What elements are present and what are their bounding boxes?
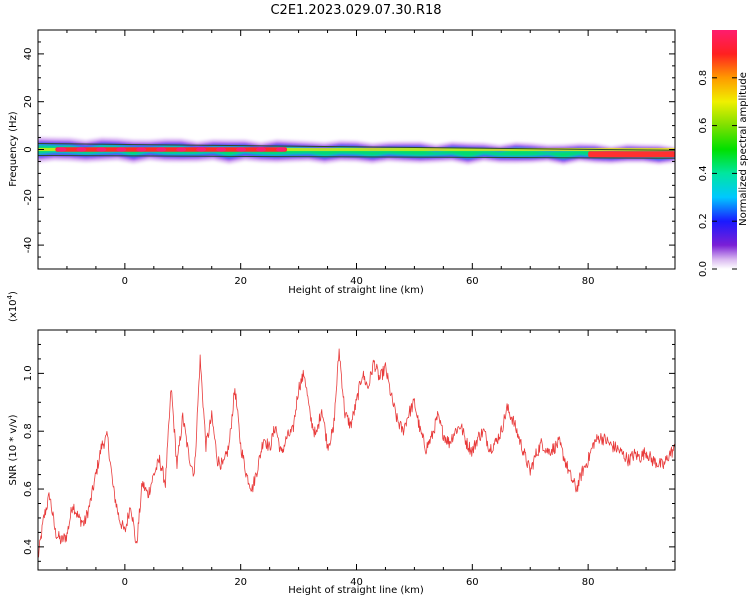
snr-scale-label: (x104) [6, 291, 19, 322]
x-tick-label: 60 [466, 276, 479, 287]
x-tick-label: 40 [350, 577, 363, 588]
y-tick-label: 0.6 [23, 481, 34, 497]
svg-text:(x104): (x104) [6, 291, 19, 322]
heatmap-peak-blob [256, 147, 267, 152]
x-tick-label: 40 [350, 276, 363, 287]
colorbar-ticks: 0.0 0.2 0.4 0.6 0.8 [698, 70, 737, 277]
y-tick-label: 1.0 [23, 365, 34, 381]
x-tick-label: 0 [122, 276, 128, 287]
chart-title: C2E1.2023.029.07.30.R18 [270, 3, 441, 18]
heatmap-band-green [38, 145, 675, 158]
x-tick-label: 80 [582, 577, 595, 588]
snr-frame [37, 329, 676, 571]
snr-ticks: 0 20 40 60 80 0.4 0.6 0.8 1.0 [23, 330, 676, 588]
heatmap-peak-blob [136, 147, 147, 152]
colorbar-tick-label: 0.4 [698, 165, 709, 181]
y-tick-label: -20 [23, 189, 34, 205]
colorbar-tick-label: 0.0 [698, 261, 709, 277]
heatmap-peak-blob [116, 147, 127, 152]
snr-scale-prefix: (x10 [8, 299, 19, 322]
heatmap-core-yellow [38, 147, 675, 152]
x-tick-label: 0 [122, 577, 128, 588]
heatmap-peak-blob [276, 147, 287, 152]
heatmap-peak-blob [156, 147, 167, 152]
y-tick-label: -40 [23, 237, 34, 253]
x-tick-label: 60 [466, 577, 479, 588]
colorbar-gradient [712, 30, 737, 269]
colorbar-tick-label: 0.6 [698, 118, 709, 134]
snr-line-layer [38, 348, 675, 558]
y-tick-label: 0 [23, 146, 34, 152]
spectrogram-panel: 0 20 40 60 80 -40 -20 0 20 40 Height of straight … [8, 29, 676, 296]
heatmap-peak-blob [76, 147, 87, 152]
x-tick-label: 20 [234, 577, 247, 588]
colorbar-label: Normalized spectral amplitude [738, 72, 749, 226]
heatmap-peak-blob [196, 147, 207, 152]
snr-panel: 0 20 40 60 80 0.4 0.6 0.8 1.0 Height of straight… [6, 291, 676, 596]
spectrogram-ticks: 0 20 40 60 80 -40 -20 0 20 40 [23, 29, 676, 287]
y-tick-label: 0.8 [23, 423, 34, 439]
colorbar-tick-label: 0.2 [698, 213, 709, 229]
y-tick-label: 0.4 [23, 539, 34, 555]
colorbar-tick-label: 0.8 [698, 70, 709, 86]
heatmap-peak-blob [176, 147, 187, 152]
snr-ylabel: SNR (10 * v/v) [8, 414, 19, 485]
spectrogram-xlabel: Height of straight line (km) [288, 285, 424, 296]
heatmap-peak-blob [236, 147, 247, 152]
y-tick-label: 20 [23, 95, 34, 108]
heatmap-peak-blob [56, 147, 67, 152]
snr-scale-exponent: 4 [6, 294, 14, 299]
heatmap-edge-upper [38, 143, 675, 151]
y-tick-label: 40 [23, 48, 34, 61]
snr-series-line [38, 348, 675, 558]
snr-xlabel: Height of straight line (km) [288, 585, 424, 596]
snr-scale-suffix: ) [8, 291, 19, 295]
heatmap-core-red [55, 147, 288, 152]
heatmap-edge-lower [38, 155, 675, 159]
heatmap-peak-blob [96, 147, 107, 152]
heatmap-end-red [588, 151, 675, 158]
colorbar: 0.0 0.2 0.4 0.6 0.8 Normalized spectral ampl… [698, 30, 749, 277]
spectrogram-ylabel: Frequency (Hz) [8, 111, 19, 187]
x-tick-label: 80 [582, 276, 595, 287]
spectrogram-heatmap [38, 136, 675, 165]
heatmap-peak-blob [216, 147, 227, 152]
x-tick-label: 20 [234, 276, 247, 287]
